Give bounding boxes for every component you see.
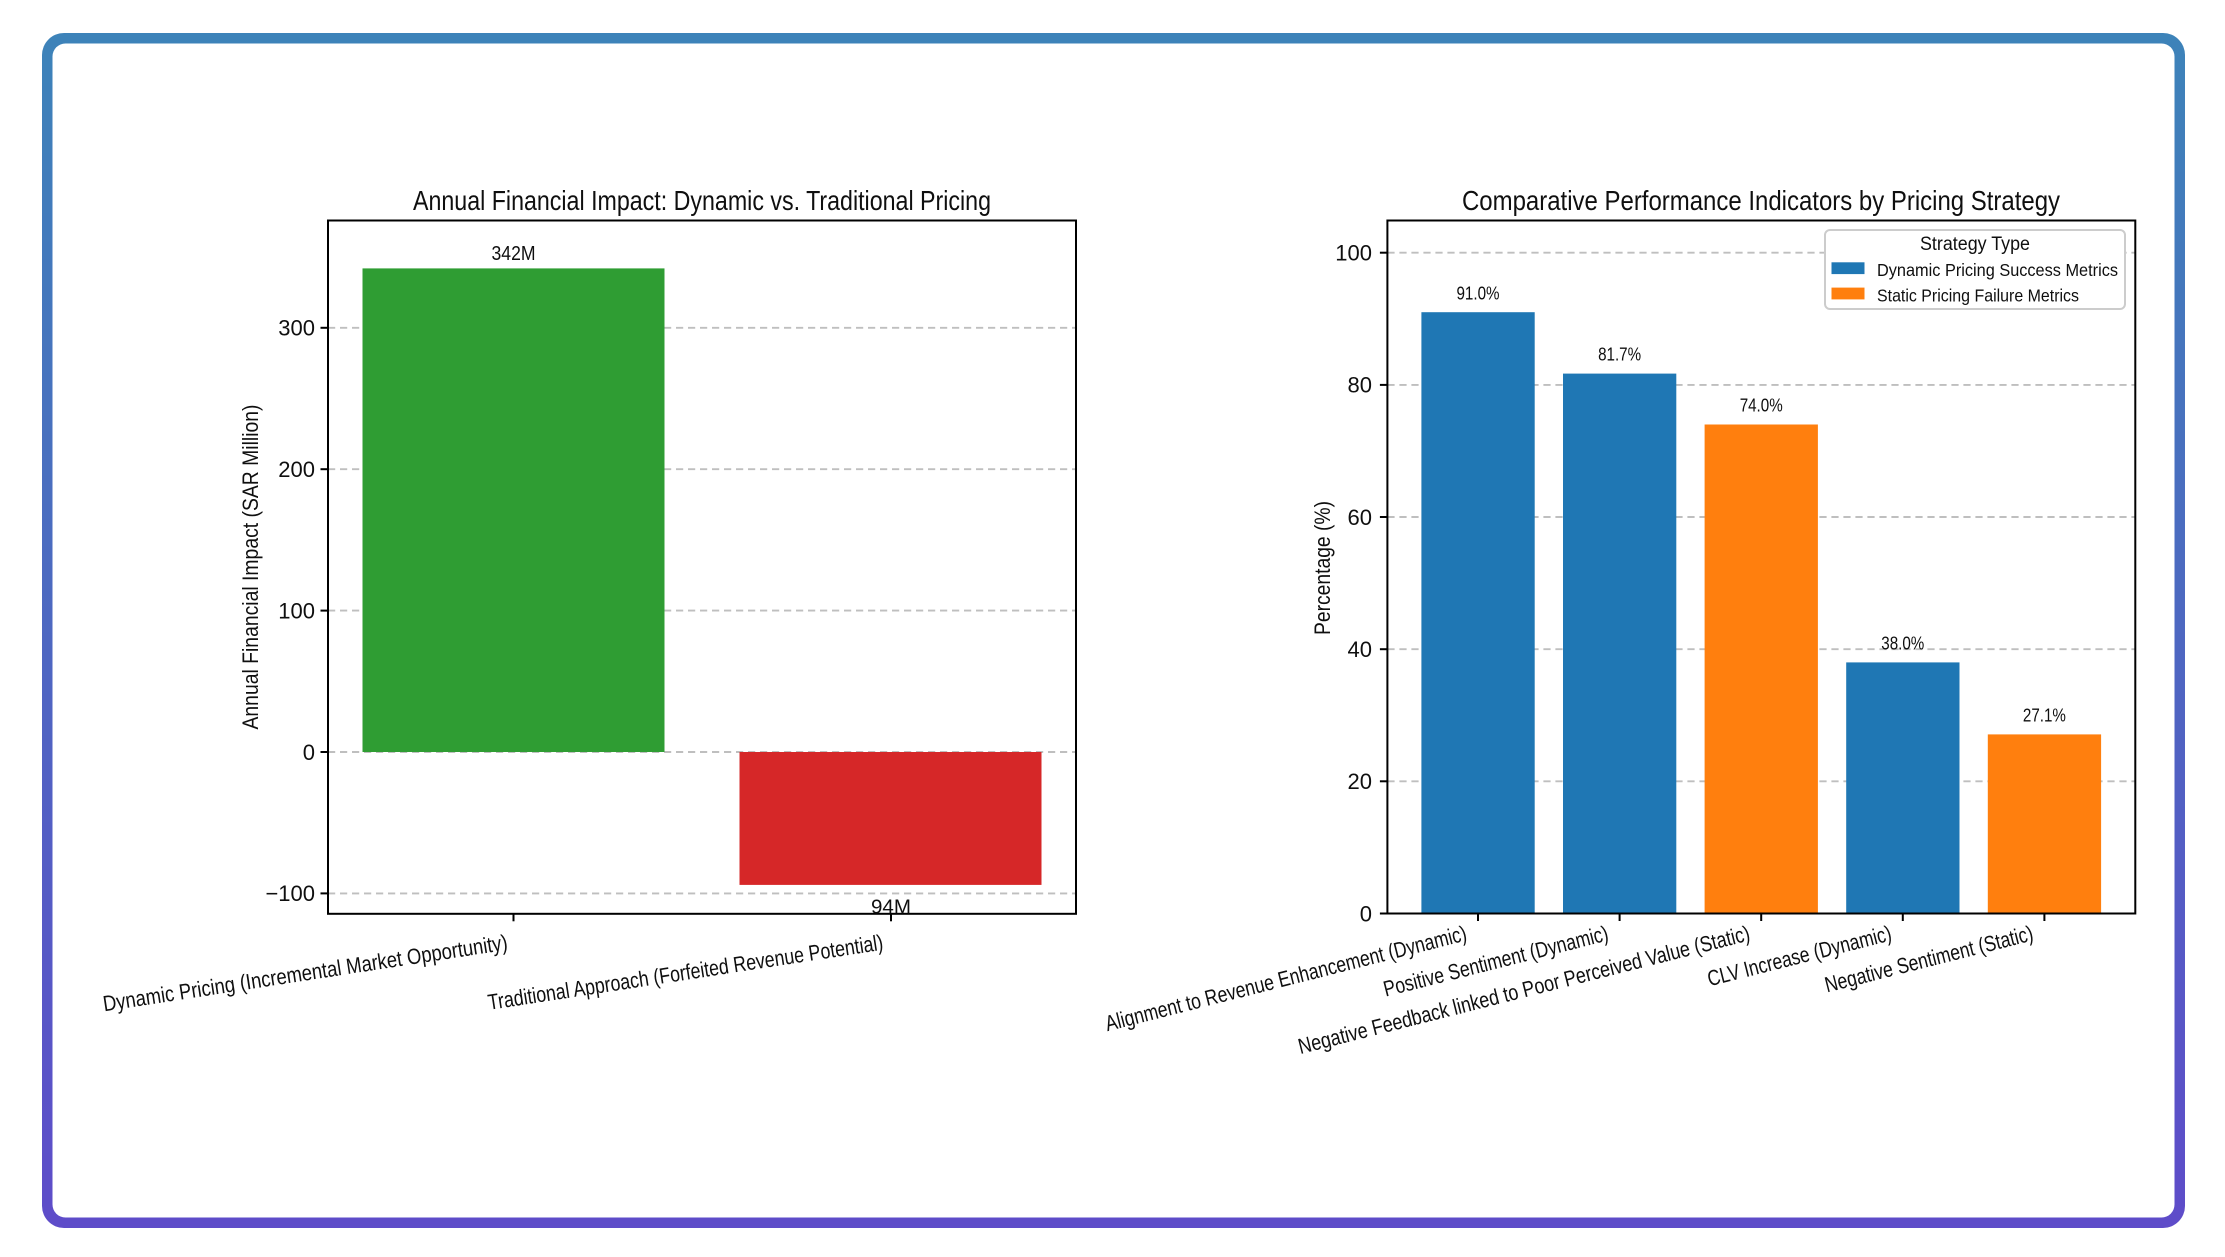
svg-text:Static Pricing Failure Metrics: Static Pricing Failure Metrics <box>1877 285 2079 305</box>
svg-text:−100: −100 <box>265 881 315 906</box>
svg-text:Dynamic Pricing Success Metric: Dynamic Pricing Success Metrics <box>1877 260 2118 280</box>
svg-text:0: 0 <box>303 740 315 765</box>
svg-text:94M: 94M <box>871 896 911 919</box>
svg-text:27.1%: 27.1% <box>2023 705 2066 726</box>
svg-text:Annual Financial Impact: Dynam: Annual Financial Impact: Dynamic vs. Tra… <box>413 185 991 216</box>
svg-text:342M: 342M <box>492 242 536 265</box>
svg-text:74.0%: 74.0% <box>1740 395 1783 416</box>
svg-text:80: 80 <box>1348 373 1372 398</box>
svg-text:20: 20 <box>1348 769 1372 794</box>
svg-text:0: 0 <box>1360 901 1372 926</box>
svg-text:200: 200 <box>278 457 315 482</box>
svg-text:Percentage (%): Percentage (%) <box>1310 501 1335 635</box>
svg-text:100: 100 <box>1335 241 1372 266</box>
svg-text:100: 100 <box>278 598 315 623</box>
svg-text:Strategy Type: Strategy Type <box>1920 234 2030 255</box>
svg-text:91.0%: 91.0% <box>1457 282 1500 303</box>
svg-text:Annual Financial Impact (SAR M: Annual Financial Impact (SAR Million) <box>238 405 263 730</box>
svg-text:81.7%: 81.7% <box>1598 344 1641 365</box>
svg-text:38.0%: 38.0% <box>1881 633 1924 654</box>
svg-text:60: 60 <box>1348 505 1372 530</box>
svg-text:40: 40 <box>1348 637 1372 662</box>
svg-text:Comparative Performance Indica: Comparative Performance Indicators by Pr… <box>1462 185 2060 216</box>
svg-text:300: 300 <box>278 316 315 341</box>
